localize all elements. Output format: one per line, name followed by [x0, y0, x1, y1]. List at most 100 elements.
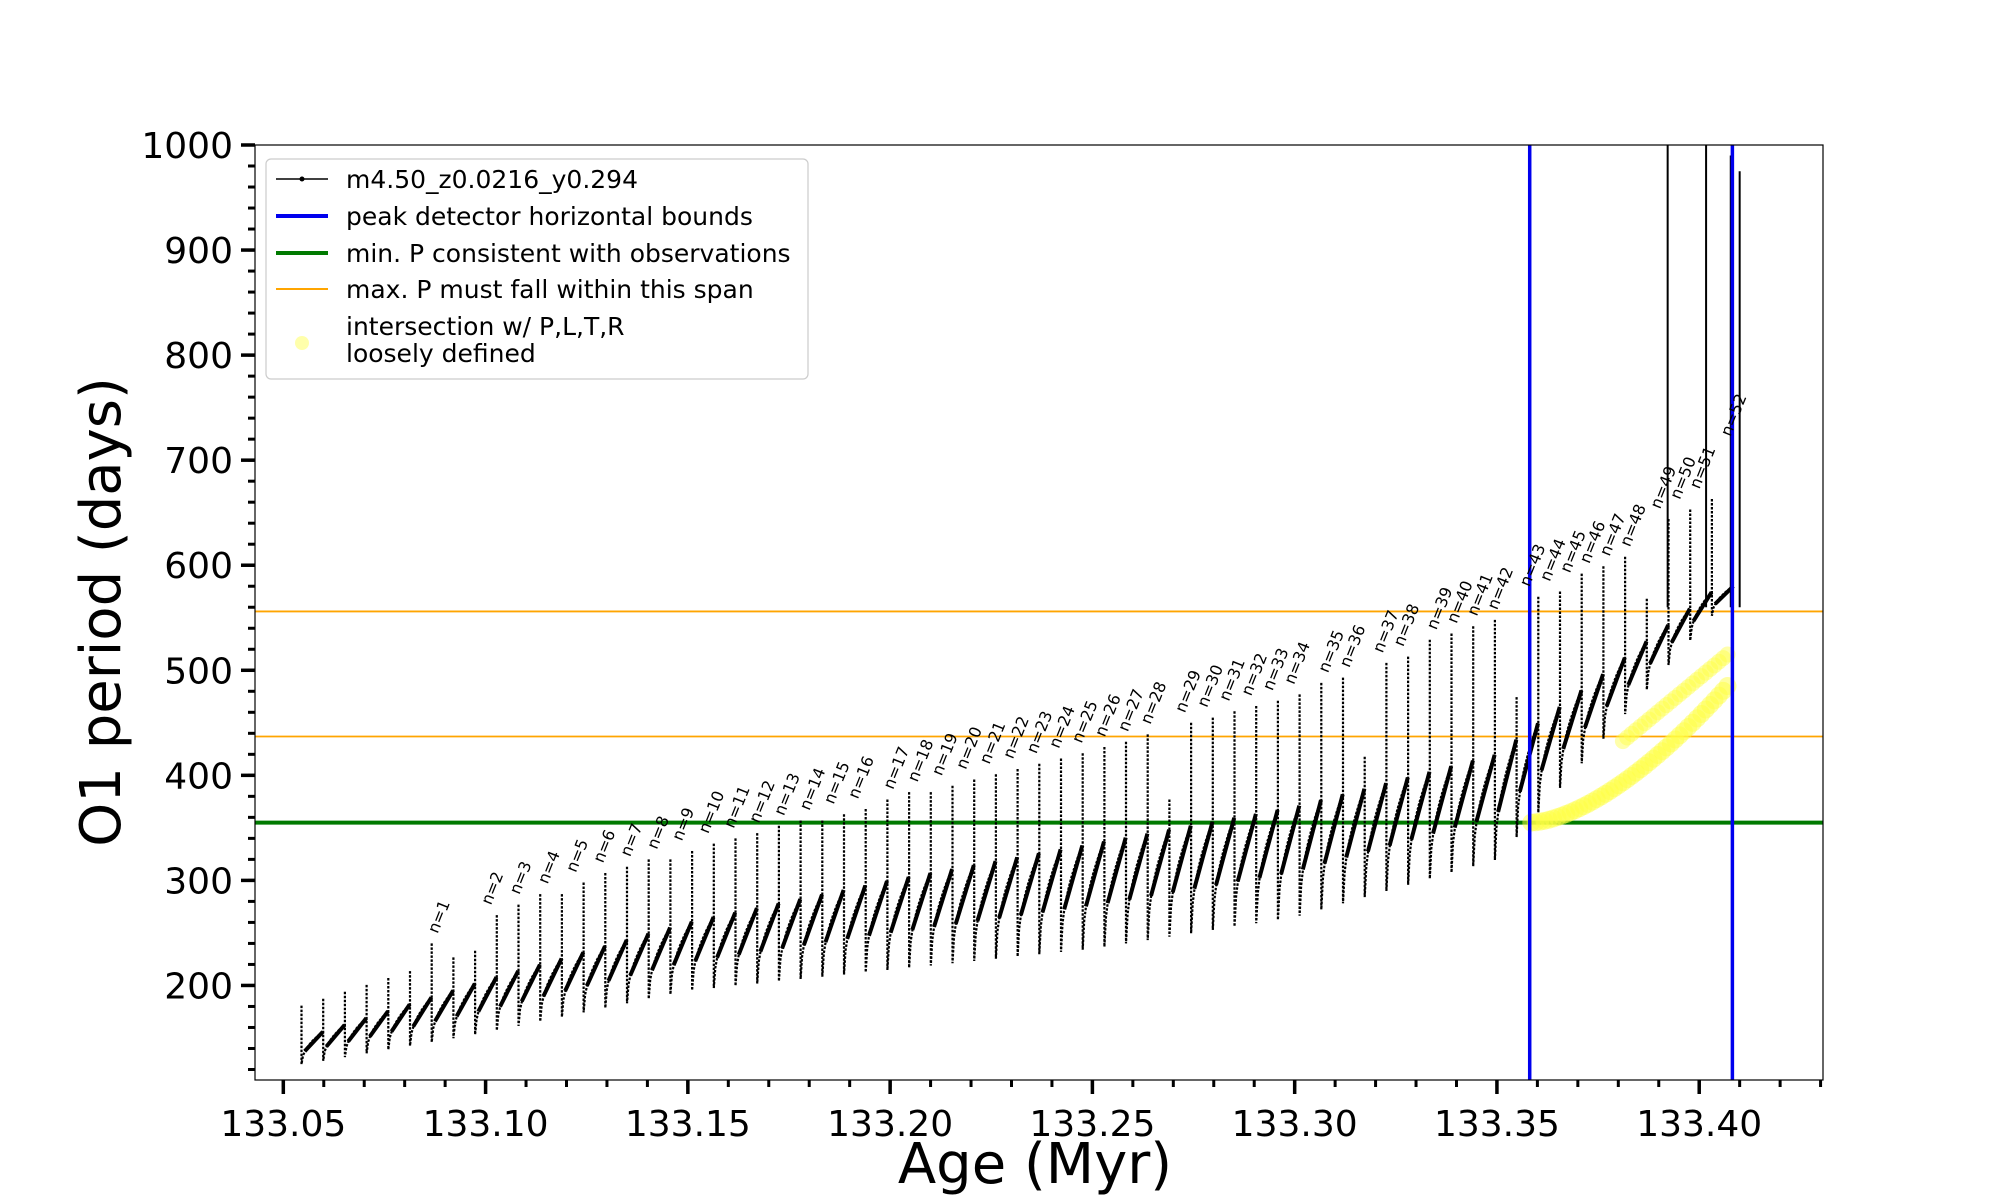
legend-label-series: m4.50_z0.0216_y0.294	[346, 165, 638, 194]
intersection-marker-upper-22	[1619, 729, 1636, 746]
pulse-body-14	[584, 945, 607, 987]
pulse-cycle-8	[452, 957, 476, 1039]
pulse-body-23	[780, 898, 803, 950]
pulse-cycle-48	[1320, 682, 1344, 910]
y-axis-ticks: 200 300 400 500 600 700 800 900 1000	[141, 126, 255, 1071]
pulse-body-33	[997, 856, 1020, 919]
legend-label-peak-bounds: peak detector horizontal bounds	[346, 202, 753, 231]
pulse-body-12	[541, 957, 564, 998]
legend-box	[265, 158, 809, 380]
pulse-body-32	[975, 860, 998, 922]
pulse-body-18	[671, 920, 694, 966]
pulse-body-19	[693, 916, 716, 962]
pulse-body-51	[1387, 776, 1410, 847]
pulse-body-13	[563, 951, 586, 992]
pulse-cycle-59	[1558, 591, 1583, 788]
intersection-marker-upper-33	[1667, 689, 1684, 706]
pulse-cycle-17	[647, 859, 672, 999]
pulse-cycle-14	[582, 882, 606, 1013]
pulse-body-7	[433, 989, 455, 1023]
pulse-body-60	[1583, 673, 1605, 729]
pulse-cycle-10	[495, 915, 520, 1031]
intersection-marker-upper-38	[1689, 671, 1706, 688]
pulse-cycle-15	[604, 873, 628, 1008]
pulse-body-50	[1365, 782, 1389, 853]
pulse-body-36	[1062, 844, 1085, 910]
pulse-cycle-4	[365, 984, 389, 1054]
legend-entry-max-p: max. P must fall within this span	[276, 275, 754, 304]
pulse-cycle-53	[1428, 639, 1453, 879]
pulse-cycle-34	[1016, 769, 1040, 957]
pulse-body-48	[1322, 793, 1345, 865]
pulse-cycle-11	[517, 904, 541, 1027]
x-tick-label-3: 133.20	[827, 1104, 953, 1145]
y-tick-label-5: 700	[164, 441, 233, 482]
intersection-marker-upper-37	[1684, 675, 1701, 692]
y-tick-label-0: 200	[164, 966, 233, 1007]
intersection-marker-upper-43	[1710, 653, 1727, 670]
pulse-cycle-16	[625, 866, 650, 1004]
legend-label-intersection: intersection w/ P,L,T,R	[346, 312, 625, 341]
peak-detector-bounds	[1527, 145, 1735, 1080]
intersection-marker-upper-26	[1636, 715, 1653, 732]
pulse-body-25	[823, 889, 846, 943]
pulse-body-3	[346, 1016, 368, 1043]
pulse-body-20	[715, 911, 738, 959]
peak-label-52: n=52	[1716, 391, 1750, 439]
pulse-body-65	[1691, 591, 1714, 623]
legend-marker-series	[299, 176, 305, 182]
pulse-cycle-61	[1602, 566, 1626, 739]
pulse-cycle-49	[1341, 677, 1366, 904]
pulse-body-45	[1257, 809, 1280, 879]
intersection-marker-upper-40	[1697, 664, 1714, 681]
pulse-body-63	[1648, 624, 1671, 665]
legend-label-intersection-line2: loosely defined	[346, 339, 536, 368]
legend-label-min-p: min. P consistent with observations	[346, 239, 791, 268]
x-axis-label: Age (Myr)	[898, 1132, 1172, 1197]
intersection-marker-upper-29	[1649, 704, 1666, 721]
pulse-body-56	[1496, 739, 1519, 813]
intersection-marker-upper-35	[1675, 682, 1692, 699]
intersection-marker-upper-34	[1671, 686, 1688, 703]
pulse-body-5	[389, 1003, 412, 1033]
pulse-body-42	[1192, 821, 1215, 890]
intersection-marker-upper-31	[1658, 697, 1675, 714]
pulse-cycle-9	[474, 950, 498, 1035]
pulse-body-44	[1235, 813, 1258, 883]
y-axis-label: O1 period (days)	[69, 377, 134, 847]
pulse-cycle-51	[1385, 662, 1409, 892]
pulse-cycle-5	[387, 978, 411, 1050]
pulse-body-29	[910, 872, 933, 931]
pulse-cycle-12	[539, 894, 563, 1022]
plot-frame	[254, 144, 1824, 1081]
x-tick-label-7: 133.40	[1636, 1104, 1762, 1145]
pulse-body-9	[476, 976, 499, 1013]
pulse-cycle-35	[1038, 763, 1062, 955]
x-tick-label-2: 133.15	[625, 1104, 751, 1145]
pulse-body-59	[1561, 689, 1584, 750]
y-tick-label-6: 800	[164, 336, 233, 377]
intersection-marker-upper-36	[1680, 678, 1697, 695]
pulse-body-27	[867, 880, 889, 937]
pulse-body-58	[1539, 706, 1562, 771]
peak-label-6: n=6	[589, 827, 619, 865]
peak-label-2: n=2	[477, 869, 507, 907]
intersection-marker-upper-21	[1614, 733, 1631, 750]
legend-marker-intersection	[295, 336, 309, 350]
intersection-marker-upper-39	[1693, 668, 1710, 685]
x-tick-label-1: 133.10	[423, 1104, 549, 1145]
pulse-body-34	[1018, 852, 1041, 916]
y-tick-label-8: 1000	[141, 126, 233, 167]
peak-label-1: n=1	[424, 897, 454, 935]
x-axis-ticks: 133.05 133.10 133.15 133.20 133.25 133.30 133.…	[220, 1080, 1823, 1145]
x-tick-label-6: 133.35	[1434, 1104, 1560, 1145]
pulse-cycle-54	[1450, 633, 1474, 873]
legend-entry-series: m4.50_z0.0216_y0.294	[276, 165, 638, 194]
legend-entry-intersection: intersection w/ P,L,T,R loosely defined	[295, 312, 625, 368]
legend-label-max-p: max. P must fall within this span	[346, 275, 754, 304]
y-tick-label-3: 500	[164, 651, 233, 692]
pulse-body-2	[324, 1023, 347, 1048]
legend: m4.50_z0.0216_y0.294 peak detector horiz…	[265, 158, 809, 380]
pulse-body-22	[758, 902, 781, 953]
